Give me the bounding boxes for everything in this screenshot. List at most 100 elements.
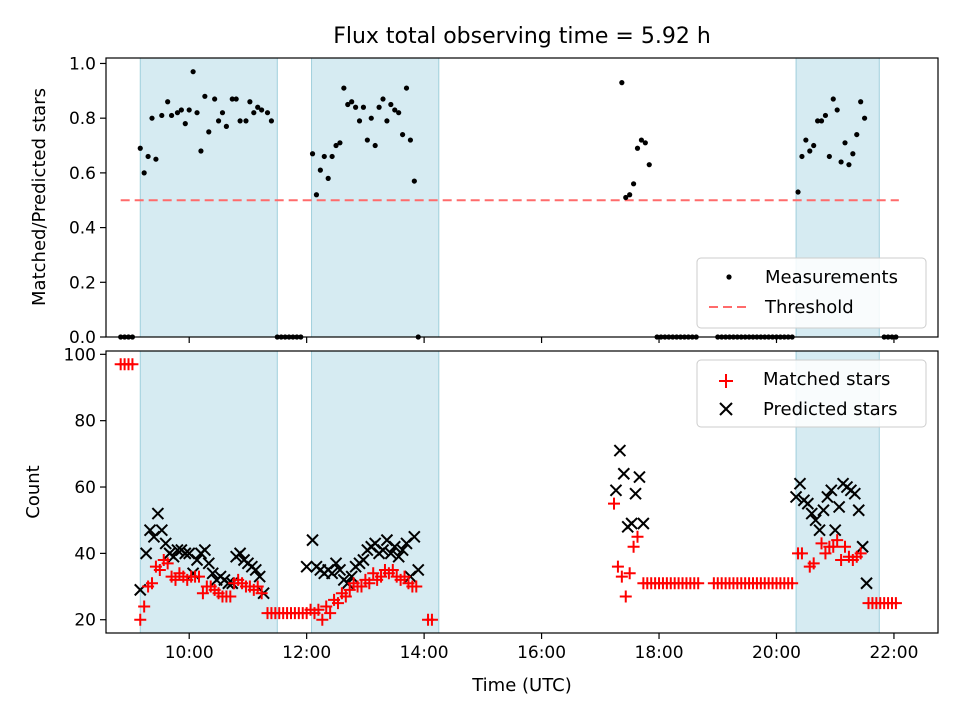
matched-stars-point xyxy=(819,547,832,560)
matched-stars-point xyxy=(786,577,799,590)
top-legend-box xyxy=(696,257,927,329)
measurement-point xyxy=(325,175,331,181)
predicted-stars-point xyxy=(793,477,807,490)
predicted-stars-point xyxy=(179,547,192,560)
predicted-stars-point xyxy=(813,523,826,537)
matched-stars-point xyxy=(375,570,388,583)
measurement-point xyxy=(822,112,829,119)
bottom-y-axis-label: Count xyxy=(23,465,44,518)
measurement-point xyxy=(255,104,261,110)
measurement-point xyxy=(247,99,253,105)
top-y-tick-label: 0.6 xyxy=(69,164,96,184)
predicted-stars-point xyxy=(384,547,398,560)
measurement-point xyxy=(251,110,257,116)
predicted-stars-point xyxy=(190,553,204,567)
predicted-stars-point xyxy=(613,444,627,457)
measurement-point xyxy=(846,162,852,168)
predicted-stars-point xyxy=(809,513,822,527)
measurement-point xyxy=(376,104,382,110)
measurement-point xyxy=(407,137,414,143)
measurement-point xyxy=(854,131,860,138)
measurement-point xyxy=(149,115,155,121)
predicted-stars-point xyxy=(832,500,846,514)
bottom-plot-frame xyxy=(105,350,939,634)
measurement-point xyxy=(388,101,394,108)
chart-title: Flux total observing time = 5.92 h xyxy=(333,24,711,49)
measurement-point xyxy=(380,96,386,102)
predicted-stars-point xyxy=(139,547,153,560)
matched-stars-point xyxy=(398,570,411,583)
matched-stars-point xyxy=(611,560,624,573)
measurement-point xyxy=(850,151,856,157)
predicted-stars-point xyxy=(171,543,184,557)
matched-stars-point xyxy=(839,540,852,553)
matched-stars-point xyxy=(627,540,640,553)
predicted-stars-point xyxy=(801,497,815,510)
measurement-point xyxy=(141,170,147,176)
matched-stars-point xyxy=(410,580,423,593)
matched-stars-point xyxy=(316,613,329,626)
matched-stars-point xyxy=(126,358,139,371)
bottom-y-tick-label: 80 xyxy=(74,412,96,432)
predicted-stars-point xyxy=(633,470,646,484)
measurement-point xyxy=(223,123,229,129)
matched-stars-point xyxy=(224,590,237,603)
measurement-point xyxy=(803,137,809,143)
measurement-point xyxy=(638,137,645,143)
top-y-tick-label: 0.8 xyxy=(69,109,96,129)
measurement-point xyxy=(264,110,271,116)
x-tick-label: 12:00 xyxy=(282,643,331,663)
measurement-point xyxy=(795,189,801,195)
predicted-stars-point xyxy=(206,567,219,580)
measurement-point xyxy=(215,118,222,124)
measurement-point xyxy=(384,118,390,124)
predicted-stars-point xyxy=(325,567,339,580)
predicted-stars-point xyxy=(155,523,169,537)
matched-stars-point xyxy=(161,557,174,570)
matched-stars-point xyxy=(134,613,147,626)
measurement-point xyxy=(168,112,175,119)
matched-stars-point xyxy=(815,537,828,550)
bottom-axis-ticks: 20 40 60 80 100 10:00 12:00 14:00 16:00 18:00 20:0… xyxy=(64,345,919,663)
predicted-stars-point xyxy=(249,563,262,577)
top-axis-ticks: 0.0 0.2 0.4 0.6 0.8 1.0 xyxy=(69,54,895,348)
measurement-point xyxy=(165,99,171,105)
measurement-point xyxy=(411,178,417,184)
x-tick-label: 10:00 xyxy=(165,643,214,663)
predicted-stars-point xyxy=(300,560,313,573)
measurement-point xyxy=(861,115,868,121)
measurement-point xyxy=(268,118,275,124)
x-tick-label: 18:00 xyxy=(635,643,684,663)
measurement-point xyxy=(826,153,832,160)
predicted-stars-point xyxy=(253,570,266,583)
measurement-point xyxy=(356,118,363,124)
predicted-stars-point xyxy=(821,490,834,504)
predicted-stars-point xyxy=(637,517,650,530)
legend-predicted-label: Predicted stars xyxy=(763,399,897,420)
predicted-stars-point xyxy=(143,523,157,537)
x-tick-label: 14:00 xyxy=(400,643,449,663)
matched-stars-point xyxy=(615,570,628,583)
predicted-stars-point xyxy=(408,530,421,543)
measurement-point xyxy=(233,96,239,102)
top-y-tick-label: 0.4 xyxy=(69,219,96,239)
predicted-stars-point xyxy=(396,543,409,557)
measurement-point xyxy=(858,99,864,105)
top-observing-period-band xyxy=(311,57,440,338)
predicted-stars-point xyxy=(412,563,425,577)
legend-threshold-label: Threshold xyxy=(764,297,854,318)
count-panel: 20 40 60 80 100 10:00 12:00 14:00 16:00 18:00 20:0… xyxy=(23,345,939,696)
measurement-point xyxy=(212,96,218,102)
bottom-y-tick-label: 60 xyxy=(74,478,96,498)
measurement-point xyxy=(178,107,184,113)
predicted-stars-point xyxy=(333,563,347,577)
measurement-point xyxy=(186,107,192,113)
matched-stars-point xyxy=(623,567,636,580)
measurement-point xyxy=(349,99,355,105)
matched-stars-point xyxy=(251,580,264,593)
top-y-tick-label: 0.0 xyxy=(69,328,96,348)
matched-stars-point xyxy=(367,567,380,580)
measurement-point xyxy=(372,142,378,149)
measurement-point xyxy=(368,115,374,121)
measurement-point xyxy=(619,80,625,86)
